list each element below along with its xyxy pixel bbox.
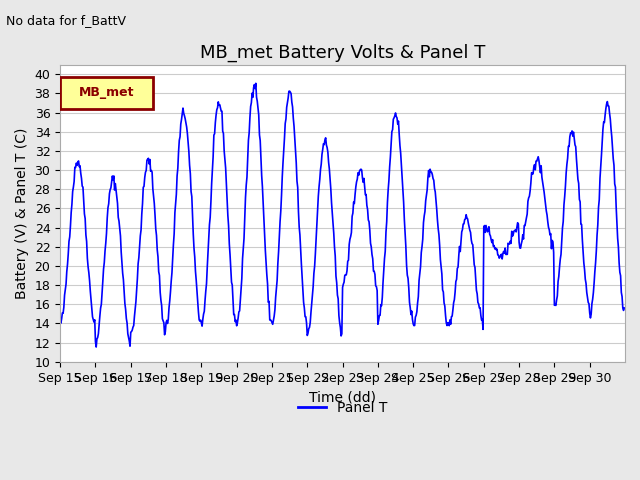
Text: No data for f_BattV: No data for f_BattV [6,14,127,27]
X-axis label: Time (dd): Time (dd) [309,390,376,404]
Title: MB_met Battery Volts & Panel T: MB_met Battery Volts & Panel T [200,44,485,62]
Text: MB_met: MB_met [79,86,135,99]
Legend: Panel T: Panel T [292,395,393,420]
Y-axis label: Battery (V) & Panel T (C): Battery (V) & Panel T (C) [15,128,29,299]
FancyBboxPatch shape [60,77,154,109]
